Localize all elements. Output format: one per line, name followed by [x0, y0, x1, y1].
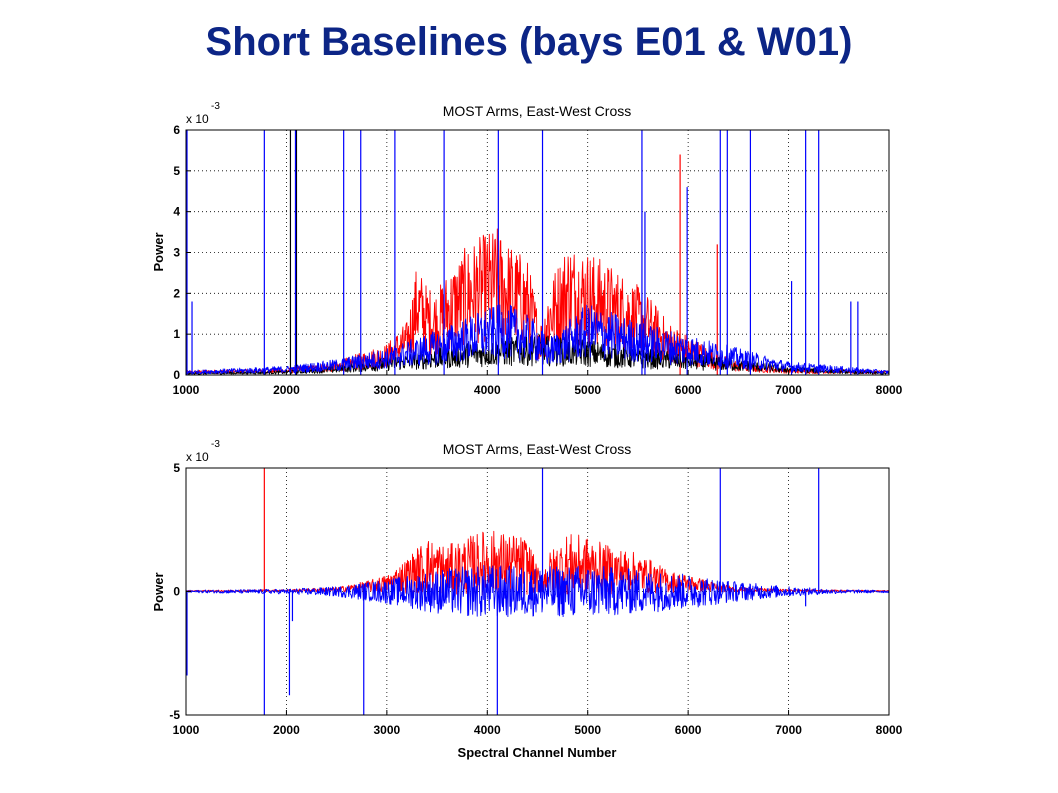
bottom-y-tick-label: 0 — [173, 585, 180, 599]
slide-title: Short Baselines (bays E01 & W01) — [205, 20, 853, 64]
bottom-plot: 1000 2000 3000 4000 5000 6000 7000 8000 -5 0 5 MOS… — [151, 439, 903, 760]
top-x-tick-label: 1000 — [173, 383, 200, 397]
top-x-tick-label: 8000 — [876, 383, 903, 397]
bottom-plot-multiplier: x 10 — [186, 450, 209, 464]
top-plot: 1000 2000 3000 4000 5000 6000 7000 80000123456 … — [151, 101, 903, 397]
top-x-tick-label: 2000 — [273, 383, 300, 397]
bottom-plot-series — [185, 468, 890, 715]
top-y-tick-label: 1 — [173, 327, 180, 341]
bottom-x-tick-label: 2000 — [273, 723, 300, 737]
bottom-plot-ylabel: Power — [151, 572, 166, 611]
bottom-plot-ticks: 1000 2000 3000 4000 5000 6000 7000 8000 -5 0 5 — [169, 461, 902, 737]
bottom-plot-xlabel: Spectral Channel Number — [458, 745, 617, 760]
top-plot-series — [185, 130, 890, 375]
top-plot-multiplier-exponent: -3 — [211, 101, 220, 112]
top-plot-title: MOST Arms, East-West Cross — [443, 103, 632, 119]
top-x-tick-label: 7000 — [775, 383, 802, 397]
bottom-x-tick-label: 7000 — [775, 723, 802, 737]
bottom-x-tick-label: 3000 — [374, 723, 401, 737]
bottom-series-0 — [185, 468, 890, 596]
bottom-series-line — [185, 565, 890, 618]
top-x-tick-label: 5000 — [574, 383, 601, 397]
top-plot-ticks: 1000 2000 3000 4000 5000 6000 7000 8000 0 1 2 3 4 5 6 — [173, 123, 903, 397]
top-x-tick-label: 6000 — [675, 383, 702, 397]
bottom-y-tick-label: 5 — [173, 461, 180, 475]
bottom-plot-multiplier-exponent: -3 — [211, 439, 220, 450]
bottom-series-1 — [185, 468, 890, 715]
bottom-x-tick-label: 8000 — [876, 723, 903, 737]
top-plot-multiplier: x 10 — [186, 112, 209, 126]
top-y-tick-label: 0 — [173, 368, 180, 382]
bottom-x-tick-label: 5000 — [574, 723, 601, 737]
top-y-tick-label: 5 — [173, 164, 180, 178]
bottom-x-tick-label: 4000 — [474, 723, 501, 737]
bottom-x-tick-label: 6000 — [675, 723, 702, 737]
top-y-tick-label: 3 — [173, 246, 180, 260]
bottom-plot-title: MOST Arms, East-West Cross — [443, 441, 632, 457]
bottom-x-tick-label: 1000 — [173, 723, 200, 737]
top-x-tick-label: 3000 — [374, 383, 401, 397]
bottom-series-line — [185, 530, 890, 596]
top-y-tick-label: 2 — [173, 286, 180, 300]
bottom-y-tick-label: -5 — [169, 708, 180, 722]
top-series-2 — [185, 130, 890, 375]
top-x-tick-label: 4000 — [474, 383, 501, 397]
top-y-tick-label: 6 — [173, 123, 180, 137]
top-y-tick-label: 4 — [173, 205, 180, 219]
top-series-line — [185, 304, 890, 375]
top-plot-ylabel: Power — [151, 232, 166, 271]
